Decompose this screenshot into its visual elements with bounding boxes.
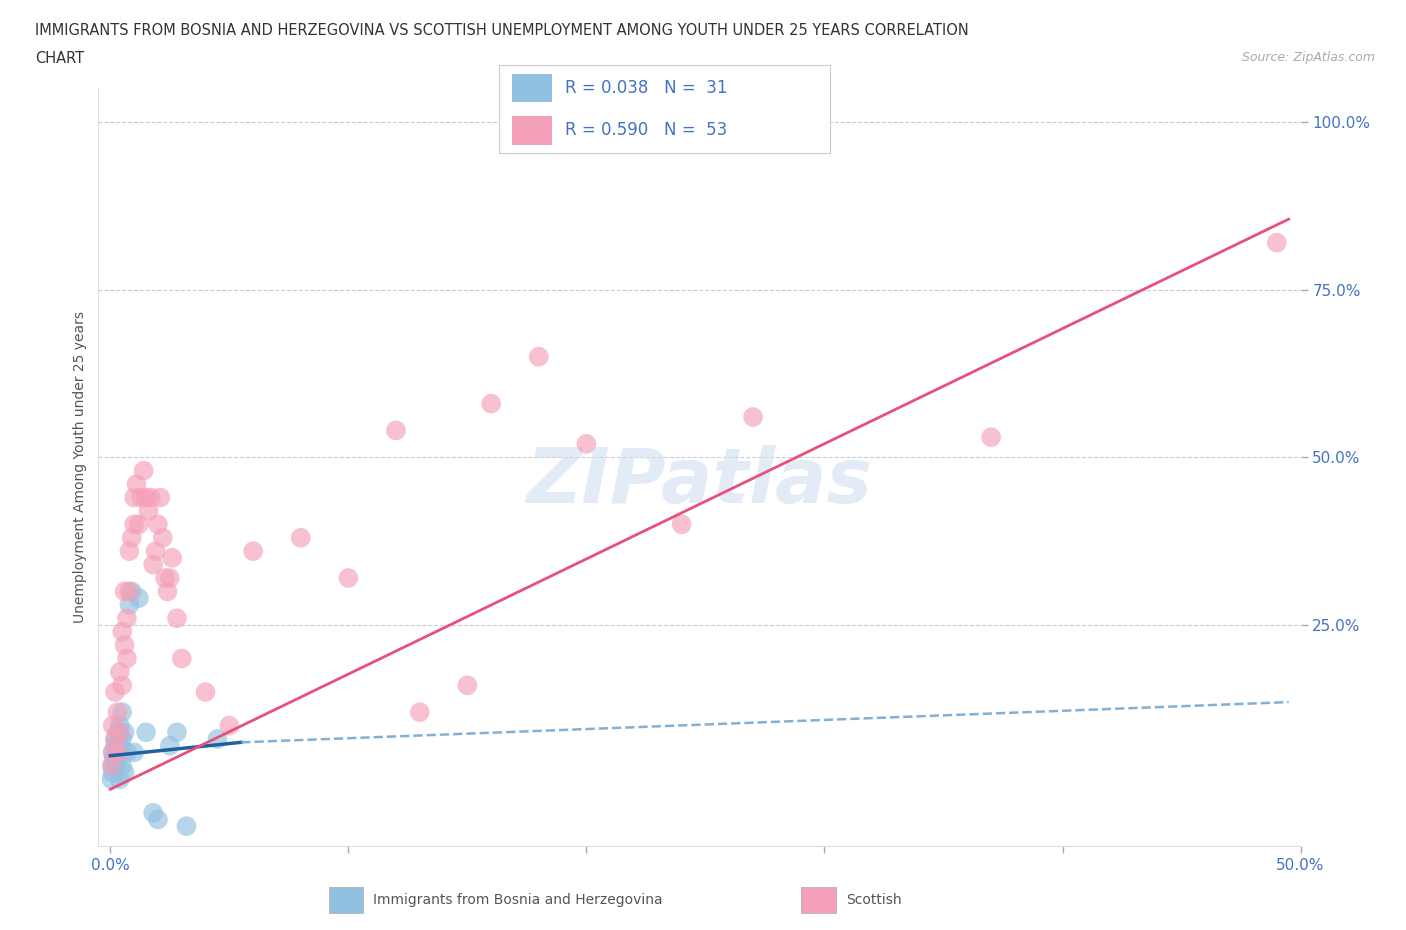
Point xyxy=(104,732,127,747)
Point xyxy=(132,463,155,478)
Point xyxy=(111,732,134,747)
Point xyxy=(108,738,131,753)
Point xyxy=(152,530,174,545)
Point xyxy=(575,436,598,451)
Text: IMMIGRANTS FROM BOSNIA AND HERZEGOVINA VS SCOTTISH UNEMPLOYMENT AMONG YOUTH UNDE: IMMIGRANTS FROM BOSNIA AND HERZEGOVINA V… xyxy=(35,23,969,38)
Point xyxy=(156,584,179,599)
Point xyxy=(135,724,157,739)
Text: Immigrants from Bosnia and Herzegovina: Immigrants from Bosnia and Herzegovina xyxy=(374,893,662,907)
Point xyxy=(337,571,360,586)
Point xyxy=(108,718,131,733)
Point xyxy=(118,597,141,612)
Point xyxy=(101,718,124,733)
Point xyxy=(104,684,127,699)
Point xyxy=(153,571,176,586)
Point xyxy=(409,705,432,720)
Point xyxy=(104,738,127,753)
Point xyxy=(122,745,145,760)
Point xyxy=(218,718,240,733)
Point xyxy=(146,812,169,827)
Point xyxy=(118,544,141,559)
Point xyxy=(290,530,312,545)
Point xyxy=(115,611,138,626)
Point xyxy=(159,738,181,753)
Point xyxy=(149,490,172,505)
Point xyxy=(114,638,136,653)
Point xyxy=(104,758,127,773)
Point xyxy=(128,517,150,532)
Point xyxy=(170,651,193,666)
Point xyxy=(160,551,183,565)
Point xyxy=(385,423,408,438)
Point xyxy=(111,624,134,639)
Point xyxy=(122,517,145,532)
FancyBboxPatch shape xyxy=(512,74,553,102)
Point xyxy=(742,409,765,424)
Y-axis label: Unemployment Among Youth under 25 years: Unemployment Among Youth under 25 years xyxy=(73,312,87,623)
Point xyxy=(108,664,131,679)
Point xyxy=(111,758,134,773)
Text: R = 0.038   N =  31: R = 0.038 N = 31 xyxy=(565,79,728,97)
Point xyxy=(159,571,181,586)
Point xyxy=(107,745,129,760)
Point xyxy=(128,591,150,605)
Point xyxy=(456,678,478,693)
Point xyxy=(118,584,141,599)
Point xyxy=(242,544,264,559)
Text: R = 0.590   N =  53: R = 0.590 N = 53 xyxy=(565,122,727,140)
Text: Scottish: Scottish xyxy=(846,893,901,907)
Point xyxy=(129,490,152,505)
Point xyxy=(145,544,167,559)
Point xyxy=(142,805,165,820)
FancyBboxPatch shape xyxy=(801,887,835,912)
Point xyxy=(122,490,145,505)
Point xyxy=(100,758,122,773)
Point xyxy=(107,745,129,760)
Point xyxy=(671,517,693,532)
Point xyxy=(139,490,162,505)
Point xyxy=(107,705,129,720)
Point xyxy=(101,745,124,760)
FancyBboxPatch shape xyxy=(329,887,363,912)
Point xyxy=(101,765,124,780)
Point xyxy=(142,557,165,572)
Point xyxy=(980,430,1002,445)
Point xyxy=(207,732,229,747)
Point xyxy=(121,584,143,599)
Point xyxy=(114,724,136,739)
Point xyxy=(111,678,134,693)
Point xyxy=(176,818,198,833)
Point xyxy=(101,745,124,760)
Point xyxy=(125,477,148,492)
Point xyxy=(121,530,143,545)
Point xyxy=(194,684,217,699)
Point xyxy=(1265,235,1288,250)
Point xyxy=(114,584,136,599)
Point xyxy=(114,765,136,780)
Point xyxy=(107,751,129,766)
Point xyxy=(104,732,127,747)
Point xyxy=(115,745,138,760)
Point xyxy=(166,724,188,739)
Point xyxy=(115,651,138,666)
Point xyxy=(100,772,122,787)
Point xyxy=(479,396,502,411)
Point xyxy=(108,724,131,739)
Point xyxy=(103,751,125,766)
Text: Source: ZipAtlas.com: Source: ZipAtlas.com xyxy=(1241,51,1375,64)
Text: CHART: CHART xyxy=(35,51,84,66)
Point xyxy=(135,490,157,505)
Point xyxy=(527,349,550,364)
Point xyxy=(108,772,131,787)
Point xyxy=(146,517,169,532)
Point xyxy=(107,724,129,739)
Point xyxy=(138,503,160,518)
Text: ZIPatlas: ZIPatlas xyxy=(526,445,873,520)
Point xyxy=(101,758,124,773)
Point xyxy=(111,705,134,720)
FancyBboxPatch shape xyxy=(512,116,553,145)
Point xyxy=(166,611,188,626)
